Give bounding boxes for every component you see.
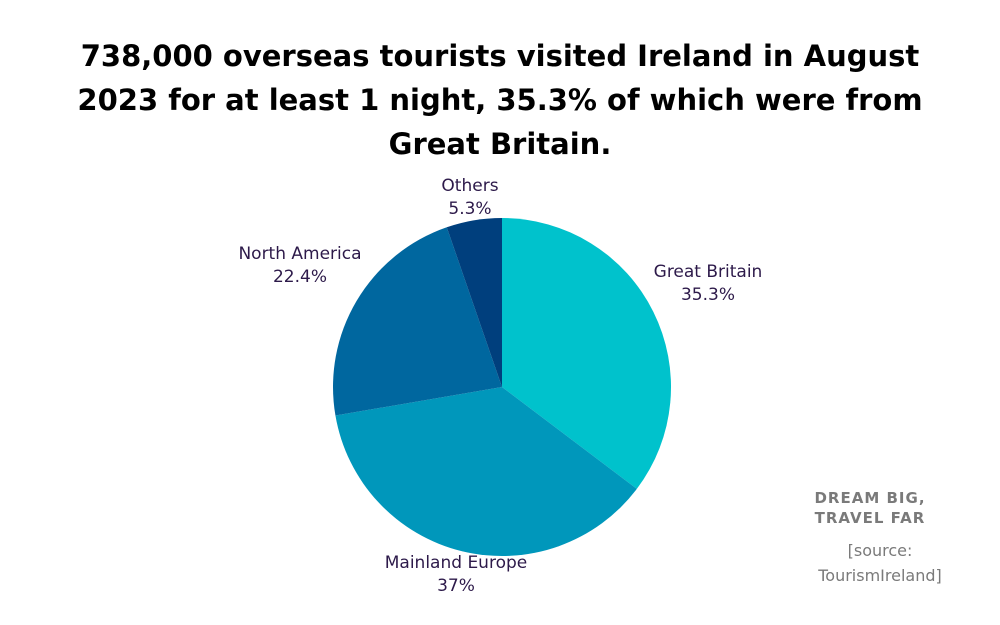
slice-label-north-america: North America [238, 244, 361, 264]
slice-label-great-britain: Great Britain [654, 262, 763, 282]
slice-value-others: 5.3% [448, 199, 491, 219]
pie-slice-great-britain [502, 218, 672, 489]
chart-title: 738,000 overseas tourists visited Irelan… [77, 39, 923, 161]
slice-value-mainland-europe: 37% [437, 576, 475, 596]
brand-logo: DREAM BIG, TRAVEL FAR [790, 488, 950, 528]
slice-label-others: Others [441, 176, 498, 196]
pie-slice-mainland-europe [335, 387, 637, 557]
pie-slice-others [446, 218, 502, 387]
slice-label-mainland-europe: Mainland Europe [385, 553, 527, 573]
brand-line-1: DREAM BIG, [814, 489, 926, 507]
slice-value-north-america: 22.4% [273, 267, 327, 287]
source-line-1: [source: [847, 541, 913, 560]
source-note: [source: TourismIreland] [790, 538, 970, 588]
source-line-2: TourismIreland] [818, 566, 942, 585]
brand-line-2: TRAVEL FAR [814, 509, 926, 527]
pie-slice-north-america [333, 227, 502, 416]
pie-labels: Great Britain 35.3% Mainland Europe 37% Nort… [238, 176, 762, 596]
slice-value-great-britain: 35.3% [681, 285, 735, 305]
pie-slices [333, 218, 672, 557]
